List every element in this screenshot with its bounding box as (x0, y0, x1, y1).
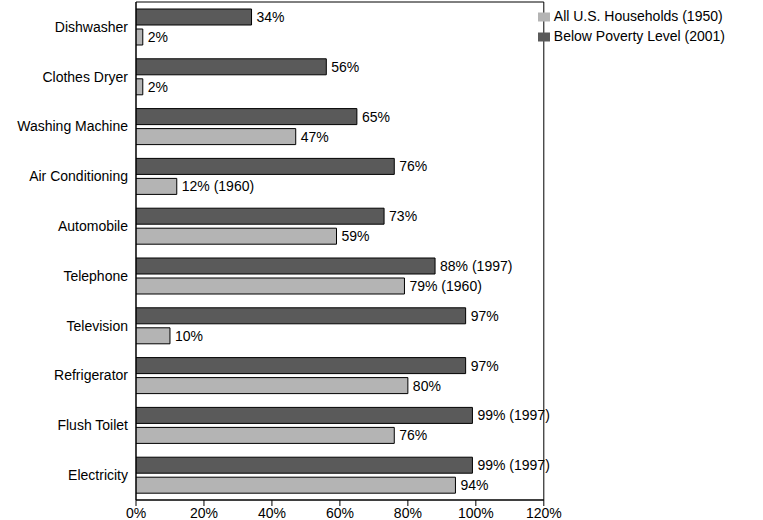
svg-text:99% (1997): 99% (1997) (477, 457, 549, 473)
svg-text:47%: 47% (301, 129, 329, 145)
svg-text:59%: 59% (342, 228, 370, 244)
svg-text:120%: 120% (526, 505, 562, 520)
svg-text:Washing Machine: Washing Machine (17, 118, 128, 134)
svg-text:2%: 2% (148, 79, 168, 95)
svg-text:97%: 97% (471, 358, 499, 374)
svg-text:34%: 34% (257, 9, 285, 25)
svg-text:Telephone: Telephone (63, 268, 128, 284)
svg-text:94%: 94% (460, 477, 488, 493)
svg-text:10%: 10% (175, 328, 203, 344)
svg-text:Dishwasher: Dishwasher (55, 19, 128, 35)
svg-text:76%: 76% (399, 427, 427, 443)
html-text:All U.S. Households (1950): All U.S. Households (1950) (553, 8, 723, 24)
svg-text:Flush Toilet: Flush Toilet (57, 417, 128, 433)
svg-text:97%: 97% (471, 308, 499, 324)
svg-text:Television: Television (67, 318, 128, 334)
svg-text:79% (1960): 79% (1960) (409, 278, 481, 294)
svg-text:Refrigerator: Refrigerator (54, 367, 128, 383)
svg-text:88% (1997): 88% (1997) (440, 258, 512, 274)
svg-text:76%: 76% (399, 158, 427, 174)
svg-text:2%: 2% (148, 29, 168, 45)
svg-text:80%: 80% (413, 378, 441, 394)
svg-text:Air Conditioning: Air Conditioning (29, 168, 128, 184)
svg-text:60%: 60% (326, 505, 354, 520)
svg-text:99% (1997): 99% (1997) (477, 407, 549, 423)
svg-text:12% (1960): 12% (1960) (182, 178, 254, 194)
svg-text:Clothes Dryer: Clothes Dryer (42, 69, 128, 85)
svg-text:0%: 0% (126, 505, 146, 520)
svg-text:40%: 40% (258, 505, 286, 520)
svg-text:100%: 100% (458, 505, 494, 520)
svg-text:56%: 56% (331, 59, 359, 75)
svg-text:65%: 65% (362, 109, 390, 125)
svg-text:73%: 73% (389, 208, 417, 224)
svg-text:Electricity: Electricity (68, 467, 128, 483)
html-text:Below Poverty Level (2001): Below Poverty Level (2001) (553, 28, 725, 44)
svg-text:80%: 80% (394, 505, 422, 520)
svg-text:20%: 20% (190, 505, 218, 520)
svg-text:Automobile: Automobile (58, 218, 128, 234)
